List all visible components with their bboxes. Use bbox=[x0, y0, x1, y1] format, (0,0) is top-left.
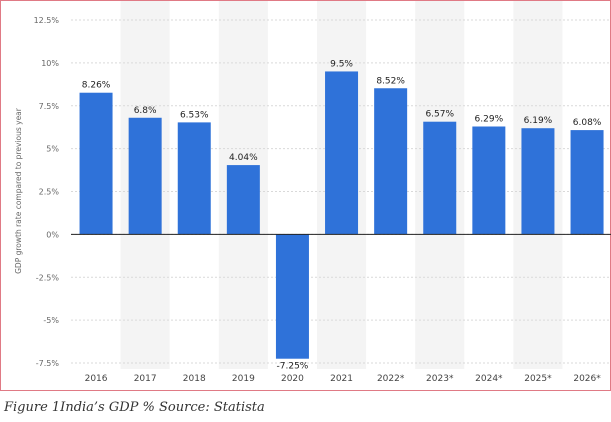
x-tick-label: 2020 bbox=[281, 374, 304, 384]
y-tick-label: -2.5% bbox=[36, 273, 60, 282]
data-label: 6.8% bbox=[134, 106, 157, 116]
bar bbox=[79, 92, 113, 235]
bar bbox=[226, 165, 260, 235]
x-tick-label: 2018 bbox=[183, 374, 206, 384]
y-tick-label: 12.5% bbox=[34, 16, 60, 25]
data-label: 6.08% bbox=[573, 118, 602, 128]
data-label: -7.25% bbox=[277, 362, 309, 372]
x-tick-label: 2023* bbox=[426, 374, 454, 384]
bar bbox=[177, 122, 211, 235]
x-tick-label: 2017 bbox=[134, 374, 157, 384]
bar-chart: 12.5% 10% 7.5% 5% 2.5% 0% -2.5% -5% -7.5% GDP gro… bbox=[14, 1, 611, 384]
y-tick-label: 7.5% bbox=[39, 102, 60, 111]
bar bbox=[374, 88, 408, 235]
x-tick-label: 2025* bbox=[524, 374, 552, 384]
x-tick-label: 2024* bbox=[475, 374, 503, 384]
data-label: 6.53% bbox=[180, 110, 209, 120]
bar bbox=[570, 130, 604, 235]
x-tick-label: 2019 bbox=[232, 374, 255, 384]
x-tick-label: 2022* bbox=[377, 374, 405, 384]
data-label: 6.29% bbox=[475, 115, 504, 125]
data-label: 6.19% bbox=[524, 116, 553, 126]
y-tick-label: -7.5% bbox=[36, 359, 60, 368]
bar bbox=[472, 126, 506, 235]
bar bbox=[325, 71, 359, 235]
x-tick-label: 2016 bbox=[85, 374, 108, 384]
x-tick-label: 2026* bbox=[573, 374, 601, 384]
x-tick-label: 2021 bbox=[330, 374, 353, 384]
y-tick-label: -5% bbox=[43, 316, 59, 325]
data-label: 9.5% bbox=[330, 59, 353, 69]
y-tick-label: 2.5% bbox=[39, 188, 60, 197]
y-tick-label: 0% bbox=[46, 230, 59, 239]
data-label: 4.04% bbox=[229, 153, 258, 163]
data-label: 8.52% bbox=[376, 76, 405, 86]
data-label: 8.26% bbox=[82, 81, 111, 91]
bar bbox=[128, 117, 162, 235]
figure-caption: Figure 1India’s GDP % Source: Statista bbox=[4, 400, 265, 415]
chart-frame: 12.5% 10% 7.5% 5% 2.5% 0% -2.5% -5% -7.5% GDP gro… bbox=[0, 0, 611, 391]
y-tick-label: 10% bbox=[41, 59, 59, 68]
y-axis-label: GDP growth rate compared to previous yea… bbox=[14, 107, 23, 274]
bar bbox=[423, 121, 457, 235]
bar bbox=[521, 128, 555, 235]
y-tick-label: 5% bbox=[46, 145, 59, 154]
bar bbox=[275, 234, 309, 359]
data-label: 6.57% bbox=[425, 110, 454, 120]
